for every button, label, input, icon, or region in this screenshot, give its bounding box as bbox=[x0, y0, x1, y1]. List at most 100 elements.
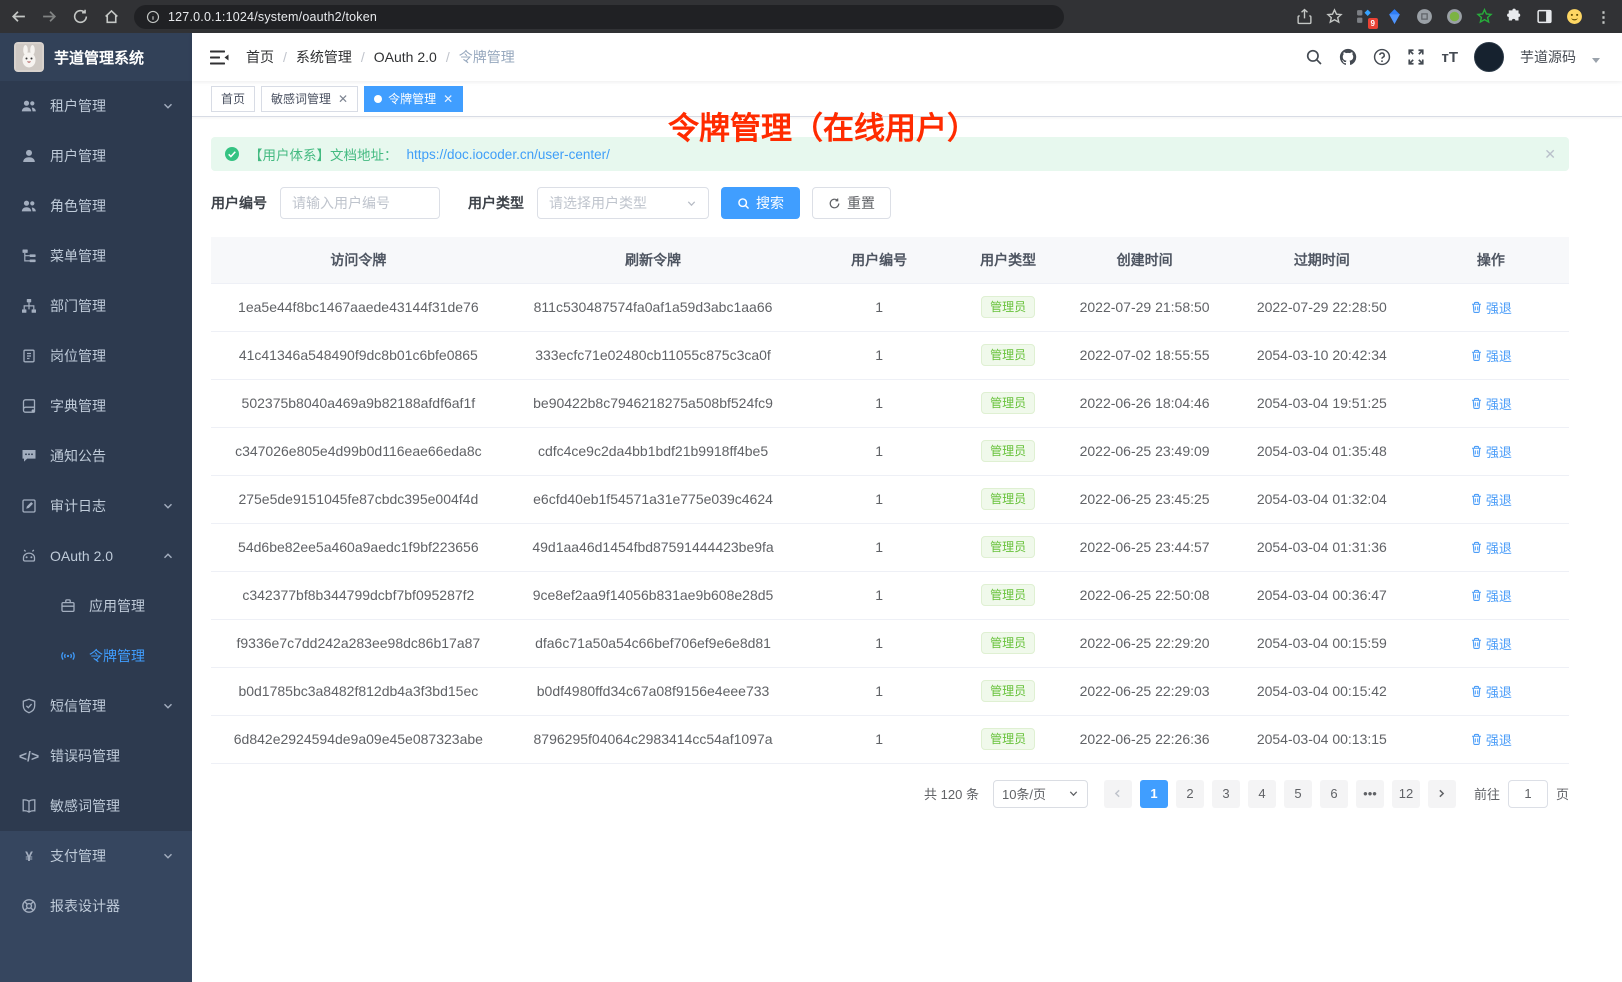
page-content: 【用户体系】文档地址： https://doc.iocoder.cn/user-… bbox=[192, 117, 1622, 982]
next-page-button[interactable] bbox=[1427, 779, 1456, 808]
force-logout-button[interactable]: 强退 bbox=[1470, 394, 1512, 413]
tab-close-icon[interactable]: ✕ bbox=[338, 91, 349, 106]
search-icon[interactable] bbox=[1305, 48, 1323, 66]
site-info-icon[interactable] bbox=[146, 10, 160, 24]
sidebar-item-menu[interactable]: 菜单管理 bbox=[0, 231, 192, 281]
page-button-4[interactable]: 4 bbox=[1247, 779, 1276, 808]
alert-close-icon[interactable]: ✕ bbox=[1544, 145, 1556, 162]
force-logout-button[interactable]: 强退 bbox=[1470, 682, 1512, 701]
trash-icon bbox=[1470, 445, 1483, 458]
user-type-cell: 管理员 bbox=[957, 427, 1059, 476]
sidebar-item-notice[interactable]: 通知公告 bbox=[0, 431, 192, 481]
sidebar-item-oauth2-token[interactable]: 令牌管理 bbox=[0, 631, 192, 681]
gem-extension-icon[interactable] bbox=[1386, 8, 1403, 25]
extensions-cluster-icon[interactable]: 9 bbox=[1356, 8, 1378, 29]
grey-circle-extension-icon[interactable] bbox=[1416, 8, 1433, 25]
sidebar-menu: 租户管理用户管理 角色管理 菜单管理 部门管理 岗位管理 字典管理 通知公告 审计日志 OAut… bbox=[0, 81, 192, 831]
alert-doc-link[interactable]: https://doc.iocoder.cn/user-center/ bbox=[406, 146, 610, 162]
force-logout-button[interactable]: 强退 bbox=[1470, 634, 1512, 653]
sidebar-collapse-icon[interactable] bbox=[210, 49, 229, 66]
goto-page-input[interactable] bbox=[1507, 779, 1548, 808]
breadcrumb-separator: / bbox=[283, 49, 287, 65]
puzzle-extension-icon[interactable] bbox=[1506, 8, 1523, 25]
share-icon[interactable] bbox=[1296, 8, 1313, 25]
breadcrumb-item[interactable]: 系统管理 bbox=[295, 49, 352, 65]
user-type-badge: 管理员 bbox=[981, 488, 1036, 510]
force-logout-button[interactable]: 强退 bbox=[1470, 730, 1512, 749]
page-button-12[interactable]: 12 bbox=[1391, 779, 1420, 808]
profile-emoji-icon[interactable] bbox=[1566, 8, 1583, 25]
forward-icon[interactable] bbox=[41, 8, 58, 25]
help-icon[interactable] bbox=[1373, 48, 1391, 66]
search-button[interactable]: 搜索 bbox=[721, 187, 800, 219]
back-icon[interactable] bbox=[10, 8, 27, 25]
green-star-extension-icon[interactable] bbox=[1476, 8, 1493, 25]
logo-bar[interactable]: 芋道管理系统 bbox=[0, 33, 192, 81]
force-logout-label: 强退 bbox=[1485, 444, 1512, 460]
github-icon[interactable] bbox=[1339, 48, 1357, 66]
sidebar-item-audit-log[interactable]: 审计日志 bbox=[0, 481, 192, 531]
tab-首页[interactable]: 首页 bbox=[211, 85, 256, 112]
sidebar-item-dict[interactable]: 字典管理 bbox=[0, 381, 192, 431]
sidebar-item-pay[interactable]: ¥ 支付管理 bbox=[0, 831, 192, 881]
page-button-1[interactable]: 1 bbox=[1139, 779, 1168, 808]
bookmark-star-icon[interactable] bbox=[1326, 8, 1343, 25]
sidebar-item-sensitive-word[interactable]: 敏感词管理 bbox=[0, 781, 192, 831]
user-type-cell: 管理员 bbox=[957, 475, 1059, 524]
force-logout-button[interactable]: 强退 bbox=[1470, 346, 1512, 365]
force-logout-label: 强退 bbox=[1485, 732, 1512, 748]
user-type-cell: 管理员 bbox=[957, 571, 1059, 620]
chevron-down-icon[interactable] bbox=[1592, 57, 1600, 63]
force-logout-button[interactable]: 强退 bbox=[1470, 538, 1512, 557]
page-button-5[interactable]: 5 bbox=[1283, 779, 1312, 808]
force-logout-label: 强退 bbox=[1485, 396, 1512, 412]
force-logout-button[interactable]: 强退 bbox=[1470, 586, 1512, 605]
action-cell: 强退 bbox=[1412, 571, 1569, 620]
force-logout-button[interactable]: 强退 bbox=[1470, 298, 1512, 317]
page-button-6[interactable]: 6 bbox=[1319, 779, 1348, 808]
page-size-select[interactable]: 10条/页 bbox=[992, 779, 1088, 808]
tab-令牌管理[interactable]: 令牌管理 ✕ bbox=[364, 85, 464, 112]
sidebar-item-label: 租户管理 bbox=[50, 98, 106, 114]
sidebar-item-post[interactable]: 岗位管理 bbox=[0, 331, 192, 381]
user-name[interactable]: 芋道源码 bbox=[1520, 49, 1576, 65]
tab-敏感词管理[interactable]: 敏感词管理 ✕ bbox=[261, 85, 359, 112]
browser-menu-icon[interactable]: ⋮ bbox=[1596, 8, 1612, 26]
page-button-2[interactable]: 2 bbox=[1175, 779, 1204, 808]
user-id-cell: 1 bbox=[800, 331, 958, 380]
sidebar-item-error-code[interactable]: </> 错误码管理 bbox=[0, 731, 192, 781]
column-header: 创建时间 bbox=[1058, 237, 1231, 283]
expire-time-cell: 2054-03-04 00:36:47 bbox=[1230, 571, 1413, 620]
fullscreen-icon[interactable] bbox=[1407, 48, 1425, 66]
force-logout-label: 强退 bbox=[1485, 684, 1512, 700]
address-bar[interactable]: 127.0.0.1:1024/system/oauth2/token bbox=[134, 4, 1064, 29]
user-id-input[interactable] bbox=[280, 187, 440, 219]
green-dot-extension-icon[interactable] bbox=[1446, 8, 1463, 25]
page-button-3[interactable]: 3 bbox=[1211, 779, 1240, 808]
prev-page-button[interactable] bbox=[1103, 779, 1132, 808]
force-logout-button[interactable]: 强退 bbox=[1470, 490, 1512, 509]
reset-button[interactable]: 重置 bbox=[812, 187, 891, 219]
sidebar-item-oauth2[interactable]: OAuth 2.0 bbox=[0, 531, 192, 581]
table-header-row: 访问令牌 刷新令牌 用户编号 用户类型 创建时间 过期时间 操作 bbox=[211, 237, 1569, 283]
sidebar-item-report-designer[interactable]: 报表设计器 bbox=[0, 881, 192, 931]
action-cell: 强退 bbox=[1412, 475, 1569, 524]
reload-icon[interactable] bbox=[72, 8, 89, 25]
breadcrumb-item[interactable]: 首页 bbox=[246, 49, 274, 65]
breadcrumb-item[interactable]: OAuth 2.0 bbox=[373, 49, 437, 65]
sidebar-item-role[interactable]: 角色管理 bbox=[0, 181, 192, 231]
home-icon[interactable] bbox=[103, 8, 120, 25]
split-view-icon[interactable] bbox=[1536, 8, 1553, 25]
user-type-select[interactable]: 请选择用户类型 bbox=[537, 187, 709, 219]
avatar[interactable] bbox=[1474, 42, 1504, 72]
sidebar-item-tenant[interactable]: 租户管理 bbox=[0, 81, 192, 131]
sidebar-item-user[interactable]: 用户管理 bbox=[0, 131, 192, 181]
user-type-cell: 管理员 bbox=[957, 523, 1059, 572]
sidebar-item-oauth2-app[interactable]: 应用管理 bbox=[0, 581, 192, 631]
sidebar-item-dept[interactable]: 部门管理 bbox=[0, 281, 192, 331]
font-size-icon[interactable]: тT bbox=[1441, 48, 1458, 66]
tab-close-icon[interactable]: ✕ bbox=[443, 91, 454, 106]
page-ellipsis[interactable]: ••• bbox=[1355, 779, 1384, 808]
force-logout-button[interactable]: 强退 bbox=[1470, 442, 1512, 461]
sidebar-item-sms[interactable]: 短信管理 bbox=[0, 681, 192, 731]
